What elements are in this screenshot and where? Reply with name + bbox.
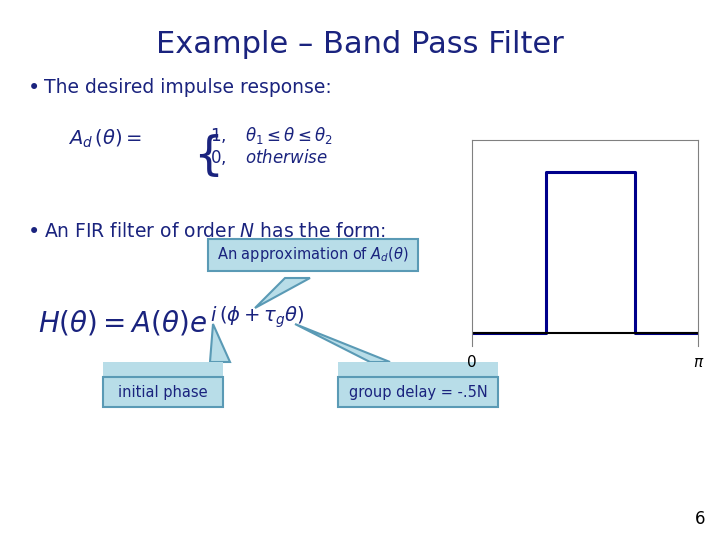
Bar (208, 254, 418, 272)
Text: $0,\quad \mathit{otherwise}$: $0,\quad \mathit{otherwise}$ (210, 147, 328, 167)
Text: •: • (28, 222, 40, 242)
Text: An approximation of $A_d(\theta)$: An approximation of $A_d(\theta)$ (217, 246, 409, 265)
Text: $1,\quad \theta_1 \leq \theta \leq \theta_2$: $1,\quad \theta_1 \leq \theta \leq \thet… (210, 125, 333, 146)
Polygon shape (210, 324, 230, 362)
Text: $A_d\,(\theta) =$: $A_d\,(\theta) =$ (68, 128, 142, 150)
Bar (103, 362, 223, 379)
Text: group delay = -.5N: group delay = -.5N (348, 384, 487, 400)
Text: initial phase: initial phase (118, 384, 208, 400)
Text: The desired impulse response:: The desired impulse response: (44, 78, 332, 97)
Polygon shape (255, 278, 310, 308)
Polygon shape (295, 324, 390, 362)
Text: 6: 6 (695, 510, 705, 528)
Text: •: • (28, 78, 40, 98)
Text: An FIR filter of order $\mathit{N}$ has the form:: An FIR filter of order $\mathit{N}$ has … (44, 222, 385, 241)
Text: $H(\theta) = A(\theta)e^{\,i\,(\phi+\tau_g\theta)}$: $H(\theta) = A(\theta)e^{\,i\,(\phi+\tau… (38, 305, 305, 339)
FancyBboxPatch shape (338, 377, 498, 407)
FancyBboxPatch shape (208, 239, 418, 271)
FancyBboxPatch shape (103, 377, 223, 407)
Text: {: { (193, 134, 223, 179)
Text: Example – Band Pass Filter: Example – Band Pass Filter (156, 30, 564, 59)
Bar (338, 362, 498, 379)
